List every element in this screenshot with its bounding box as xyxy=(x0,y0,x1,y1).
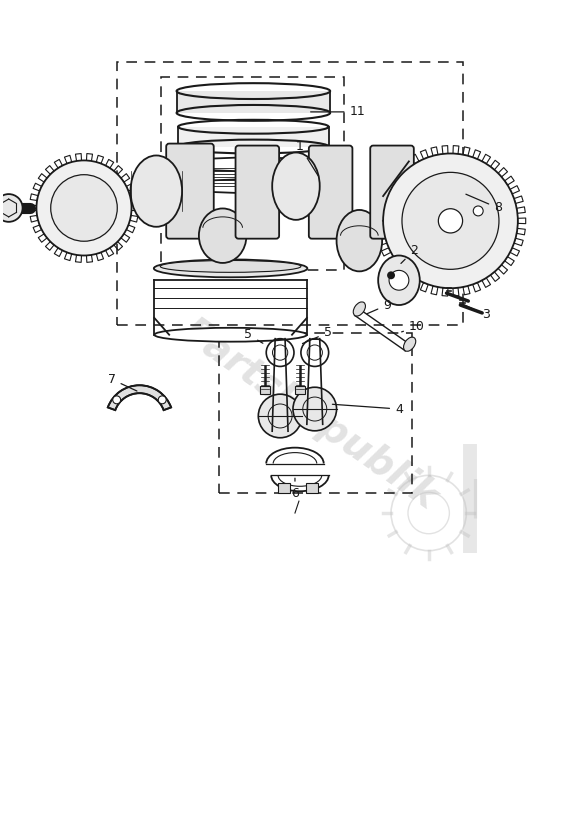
Text: |: | xyxy=(468,479,481,518)
FancyBboxPatch shape xyxy=(370,146,414,239)
Ellipse shape xyxy=(403,337,416,351)
Bar xyxy=(177,91,331,113)
Ellipse shape xyxy=(131,156,182,227)
Text: 8: 8 xyxy=(466,194,502,214)
Circle shape xyxy=(387,271,395,279)
FancyBboxPatch shape xyxy=(166,143,214,239)
Ellipse shape xyxy=(336,210,382,271)
Ellipse shape xyxy=(199,208,247,263)
Circle shape xyxy=(383,153,518,288)
Circle shape xyxy=(113,396,121,404)
Circle shape xyxy=(51,175,117,241)
Ellipse shape xyxy=(160,260,301,273)
Ellipse shape xyxy=(154,328,307,342)
FancyBboxPatch shape xyxy=(309,146,352,239)
Text: 3: 3 xyxy=(463,304,490,321)
Circle shape xyxy=(402,172,499,269)
Circle shape xyxy=(258,394,302,438)
Wedge shape xyxy=(108,386,171,410)
Bar xyxy=(306,484,318,494)
Ellipse shape xyxy=(154,260,307,278)
Bar xyxy=(178,127,329,147)
Circle shape xyxy=(473,206,483,216)
Text: 7: 7 xyxy=(108,372,137,391)
Ellipse shape xyxy=(378,255,420,305)
Ellipse shape xyxy=(272,152,319,220)
Bar xyxy=(260,386,270,394)
FancyBboxPatch shape xyxy=(236,146,279,239)
Text: 5: 5 xyxy=(244,328,263,344)
Circle shape xyxy=(438,208,462,233)
Circle shape xyxy=(158,396,166,404)
Circle shape xyxy=(0,194,23,222)
Circle shape xyxy=(389,270,409,290)
Text: 5: 5 xyxy=(303,326,332,344)
Bar xyxy=(278,484,290,494)
Text: 1: 1 xyxy=(296,140,318,176)
Text: 6: 6 xyxy=(291,478,299,499)
Circle shape xyxy=(37,161,132,255)
Circle shape xyxy=(293,387,336,431)
Ellipse shape xyxy=(353,302,366,316)
Text: 11: 11 xyxy=(311,105,365,119)
Text: 10: 10 xyxy=(402,321,425,334)
Bar xyxy=(295,386,305,394)
Text: 4: 4 xyxy=(332,403,403,415)
Text: PartsRepublik: PartsRepublik xyxy=(175,311,445,517)
Text: 2: 2 xyxy=(401,244,418,264)
Text: 9: 9 xyxy=(367,298,391,314)
